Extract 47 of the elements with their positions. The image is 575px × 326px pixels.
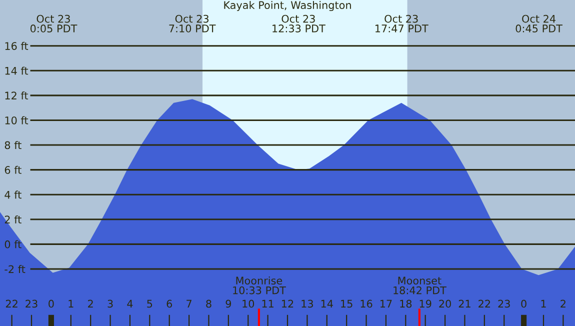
x-tick-label: 12: [282, 300, 294, 308]
x-tick-label: 16: [360, 300, 372, 308]
x-tick-label: 1: [68, 300, 74, 308]
x-tick-label: 18: [400, 300, 412, 308]
x-tick-label: 19: [420, 300, 432, 308]
x-tick-label: 0: [48, 300, 54, 308]
x-tick-label: 22: [478, 300, 490, 308]
x-tick-label: 4: [127, 300, 133, 308]
y-tick-label: 8 ft: [4, 141, 22, 150]
x-tick-label: 23: [498, 300, 510, 308]
x-tick-label: 22: [6, 300, 18, 308]
chart-title: Kayak Point, Washington: [224, 0, 351, 12]
y-tick-label: 16 ft: [5, 42, 28, 50]
y-tick-label: 4 ft: [4, 190, 22, 199]
annotation: Oct 23 0:05 PDT: [30, 14, 78, 32]
x-tick-label: 15: [341, 300, 352, 308]
ref-line-label: Moonrise 10:33 PDT: [233, 276, 286, 294]
y-tick-label: 12 ft: [5, 91, 28, 100]
x-tick-label: 20: [439, 300, 451, 308]
x-tick-label: 0: [521, 300, 526, 308]
y-tick-label: 10 ft: [5, 116, 28, 124]
x-tick-label: 11: [262, 300, 274, 308]
x-tick-label: 13: [302, 300, 313, 308]
annotation: Oct 23 12:33 PDT: [272, 14, 326, 32]
x-tick-label: 23: [26, 300, 38, 308]
y-tick-label: 2 ft: [4, 215, 22, 224]
x-tick-label: 7: [186, 300, 192, 308]
y-tick-label: 14 ft: [5, 66, 28, 75]
x-tick-label: 14: [321, 300, 333, 308]
x-tick-label: 1: [541, 300, 546, 308]
x-tick-label: 2: [560, 300, 566, 308]
annotation: Oct 23 17:47 PDT: [375, 14, 428, 32]
y-tick-label: -2 ft: [4, 265, 26, 273]
x-tick-label: 10: [242, 300, 254, 308]
x-tick-label: 6: [166, 300, 172, 308]
x-tick-label: 21: [458, 300, 470, 308]
x-tick-label: 17: [380, 300, 392, 308]
x-tick-label: 5: [147, 300, 152, 308]
annotation: Oct 24 0:45 PDT: [516, 14, 562, 32]
x-tick-label: 8: [206, 300, 212, 308]
y-tick-label: 0 ft: [4, 240, 22, 248]
x-tick-label: 9: [226, 300, 232, 308]
x-tick-label: 2: [88, 300, 93, 308]
ref-line-label: Moonset 18:42 PDT: [394, 276, 446, 294]
x-tick-label: 3: [108, 300, 113, 308]
y-tick-label: 6 ft: [4, 166, 22, 174]
annotation: Oct 23 7:10 PDT: [169, 14, 216, 32]
